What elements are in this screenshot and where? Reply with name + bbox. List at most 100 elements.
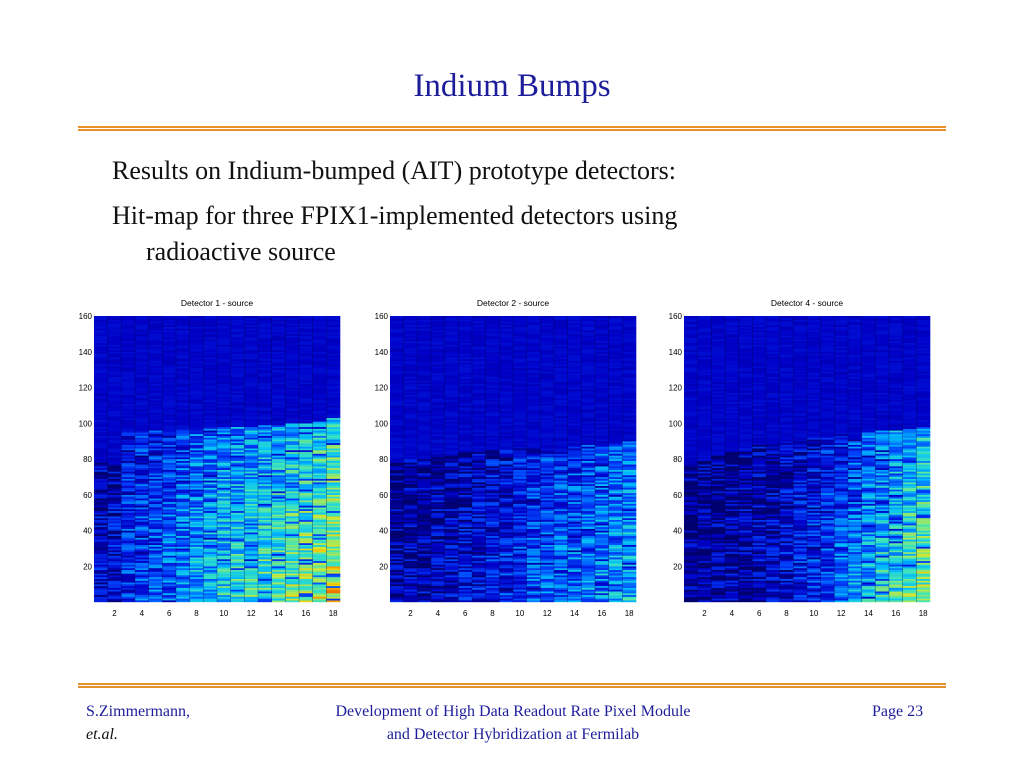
- heatmap-cell: [299, 323, 313, 326]
- heatmap-cell: [326, 364, 341, 367]
- heatmap-cell: [203, 560, 218, 563]
- heatmap-cell: [403, 526, 418, 529]
- heatmap-cell: [403, 407, 418, 410]
- heatmap-cell: [217, 548, 231, 551]
- heatmap-cell: [299, 339, 313, 342]
- heatmap-cell: [326, 471, 341, 474]
- heatmap-cell: [417, 401, 432, 404]
- heatmap-cell: [540, 512, 555, 515]
- heatmap-cell: [431, 442, 445, 445]
- heatmap-cell: [431, 555, 445, 558]
- heatmap-cell: [390, 487, 404, 490]
- heatmap-cell: [526, 523, 541, 526]
- heatmap-cell: [94, 328, 108, 331]
- heatmap-cell: [485, 578, 500, 581]
- heatmap-cell: [485, 510, 500, 513]
- heatmap-cell: [472, 450, 486, 453]
- heatmap-cell: [554, 576, 568, 579]
- heatmap-cell: [258, 560, 272, 563]
- heatmap-cell: [271, 396, 286, 399]
- heatmap-cell: [326, 546, 341, 549]
- heatmap-cell: [94, 460, 108, 463]
- heatmap-cell: [431, 575, 445, 578]
- heatmap-cell: [107, 407, 122, 410]
- heatmap-cell: [554, 498, 568, 501]
- heatmap-cell: [554, 571, 568, 574]
- heatmap-cell: [121, 441, 136, 444]
- heatmap-cell: [189, 366, 204, 369]
- heatmap-cell: [554, 387, 568, 390]
- heatmap-cell: [135, 503, 149, 506]
- heatmap-cell: [472, 342, 486, 345]
- heatmap-cell: [312, 580, 327, 583]
- heatmap-cell: [176, 323, 190, 326]
- heatmap-cell: [431, 376, 445, 379]
- heatmap-cell: [176, 400, 190, 402]
- heatmap-cell: [148, 464, 163, 467]
- heatmap-cell: [244, 591, 259, 594]
- heatmap-cell: [417, 564, 432, 567]
- heatmap-cell: [472, 514, 486, 517]
- heatmap-cell: [230, 385, 245, 388]
- heatmap-cell: [244, 362, 259, 365]
- heatmap-cell: [176, 507, 190, 510]
- heatmap-cell: [312, 391, 327, 394]
- heatmap-cell: [176, 428, 190, 431]
- heatmap-cell: [94, 593, 108, 596]
- heatmap-cell: [107, 367, 122, 370]
- heatmap-cell: [431, 494, 445, 497]
- heatmap-cell: [499, 491, 514, 494]
- heatmap-cell: [499, 519, 514, 522]
- heatmap-cell: [390, 573, 404, 576]
- heatmap-cell: [403, 469, 418, 472]
- heatmap-cell: [121, 453, 136, 456]
- heatmap-cell: [312, 593, 327, 596]
- heatmap-cell: [326, 351, 341, 354]
- heatmap-cell: [526, 480, 541, 483]
- heatmap-cell: [326, 466, 341, 469]
- heatmap-cell: [203, 405, 218, 408]
- heatmap-cell: [285, 510, 300, 513]
- heatmap-cell: [135, 573, 149, 576]
- heatmap-cell: [107, 501, 122, 504]
- heatmap-cell: [121, 541, 136, 544]
- heatmap-cell: [540, 430, 555, 433]
- heatmap-cell: [258, 392, 272, 395]
- heatmap-cell: [472, 478, 486, 481]
- heatmap-cell: [148, 432, 163, 435]
- heatmap-cell: [189, 467, 204, 470]
- heatmap-cell: [403, 544, 418, 547]
- heatmap-cell: [485, 521, 500, 524]
- heatmap-cell: [271, 423, 286, 426]
- heatmap-cell: [271, 448, 286, 451]
- heatmap-cell: [326, 403, 341, 406]
- heatmap-cell: [554, 391, 568, 394]
- heatmap-cell: [285, 562, 300, 565]
- heatmap-cell: [148, 426, 163, 429]
- heatmap-cell: [107, 559, 122, 562]
- heatmap-cell: [217, 594, 231, 597]
- heatmap-cell: [94, 557, 108, 560]
- heatmap-cell: [472, 316, 486, 318]
- heatmap-cell: [417, 403, 432, 406]
- heatmap-cell: [417, 471, 432, 474]
- heatmap-cell: [526, 380, 541, 383]
- heatmap-cell: [526, 324, 541, 327]
- heatmap-cell: [554, 360, 568, 363]
- heatmap-cell: [312, 509, 327, 512]
- heatmap-cell: [472, 366, 486, 369]
- heatmap-cell: [271, 492, 286, 495]
- heatmap-cell: [244, 405, 259, 408]
- heatmap-cell: [513, 464, 527, 467]
- heatmap-cell: [540, 560, 555, 563]
- heatmap-cell: [403, 442, 418, 445]
- heatmap-cell: [121, 510, 136, 513]
- heatmap-cell: [499, 453, 514, 456]
- heatmap-cell: [554, 503, 568, 506]
- heatmap-cell: [458, 435, 473, 438]
- heatmap-cell: [513, 548, 527, 551]
- heatmap-cell: [312, 519, 327, 522]
- heatmap-cell: [499, 330, 514, 333]
- heatmap-cell: [94, 416, 108, 419]
- heatmap-cell: [230, 433, 245, 436]
